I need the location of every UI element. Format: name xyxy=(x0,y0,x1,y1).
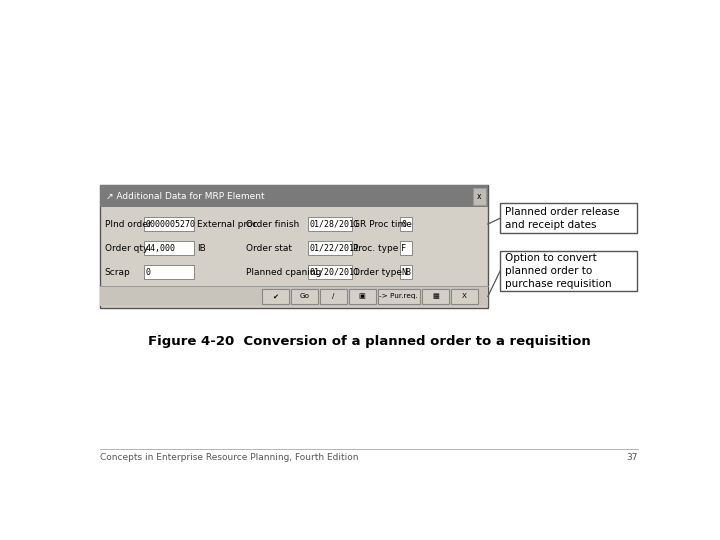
FancyBboxPatch shape xyxy=(500,203,637,233)
Text: Order stat: Order stat xyxy=(246,244,292,253)
Text: F: F xyxy=(401,244,406,253)
Text: 0000005270: 0000005270 xyxy=(145,220,195,228)
FancyBboxPatch shape xyxy=(349,288,376,305)
Text: GR Proc time: GR Proc time xyxy=(354,220,413,228)
Text: Order type: Order type xyxy=(354,268,402,277)
Text: Option to convert
planned order to
purchase requisition: Option to convert planned order to purch… xyxy=(505,253,611,289)
Text: 44,000: 44,000 xyxy=(145,244,175,253)
FancyBboxPatch shape xyxy=(143,241,194,255)
FancyBboxPatch shape xyxy=(143,265,194,279)
Text: Go: Go xyxy=(300,293,310,299)
Text: IB: IB xyxy=(197,244,206,253)
FancyBboxPatch shape xyxy=(451,288,478,305)
Text: ▦: ▦ xyxy=(432,293,438,299)
FancyBboxPatch shape xyxy=(307,265,352,279)
Text: NB: NB xyxy=(401,268,411,277)
FancyBboxPatch shape xyxy=(100,185,488,308)
Text: Proc. type: Proc. type xyxy=(354,244,399,253)
FancyBboxPatch shape xyxy=(378,288,420,305)
Text: ▣: ▣ xyxy=(359,293,366,299)
Text: 01/20/2011: 01/20/2011 xyxy=(310,268,359,277)
FancyBboxPatch shape xyxy=(143,217,194,231)
FancyBboxPatch shape xyxy=(100,185,488,207)
Text: External proc.: External proc. xyxy=(197,220,261,228)
Text: Planned cpaning: Planned cpaning xyxy=(246,268,322,277)
FancyBboxPatch shape xyxy=(473,188,485,205)
Text: Plnd order: Plnd order xyxy=(104,220,151,228)
Text: X: X xyxy=(462,293,467,299)
Text: Figure 4-20  Conversion of a planned order to a requisition: Figure 4-20 Conversion of a planned orde… xyxy=(148,335,590,348)
Text: Order finish: Order finish xyxy=(246,220,300,228)
FancyBboxPatch shape xyxy=(320,288,347,305)
FancyBboxPatch shape xyxy=(100,286,488,306)
Text: 0: 0 xyxy=(401,220,406,228)
Text: Order qty: Order qty xyxy=(104,244,148,253)
FancyBboxPatch shape xyxy=(400,217,412,231)
Text: 0: 0 xyxy=(145,268,150,277)
Text: ✔: ✔ xyxy=(272,293,279,299)
Text: -> Pur.req.: -> Pur.req. xyxy=(379,293,418,299)
Text: Planned order release
and receipt dates: Planned order release and receipt dates xyxy=(505,207,619,230)
FancyBboxPatch shape xyxy=(500,251,637,292)
FancyBboxPatch shape xyxy=(291,288,318,305)
FancyBboxPatch shape xyxy=(307,217,352,231)
Text: 01/28/2011: 01/28/2011 xyxy=(310,220,359,228)
Text: Scrap: Scrap xyxy=(104,268,130,277)
FancyBboxPatch shape xyxy=(307,241,352,255)
Text: 37: 37 xyxy=(626,453,638,462)
Text: Concepts in Enterprise Resource Planning, Fourth Edition: Concepts in Enterprise Resource Planning… xyxy=(100,453,359,462)
FancyBboxPatch shape xyxy=(262,288,289,305)
Text: 01/22/2011: 01/22/2011 xyxy=(310,244,359,253)
Text: ↗ Additional Data for MRP Element: ↗ Additional Data for MRP Element xyxy=(106,192,264,201)
Text: x: x xyxy=(477,192,482,201)
FancyBboxPatch shape xyxy=(422,288,449,305)
Text: /: / xyxy=(332,293,335,299)
FancyBboxPatch shape xyxy=(400,265,412,279)
FancyBboxPatch shape xyxy=(400,241,412,255)
